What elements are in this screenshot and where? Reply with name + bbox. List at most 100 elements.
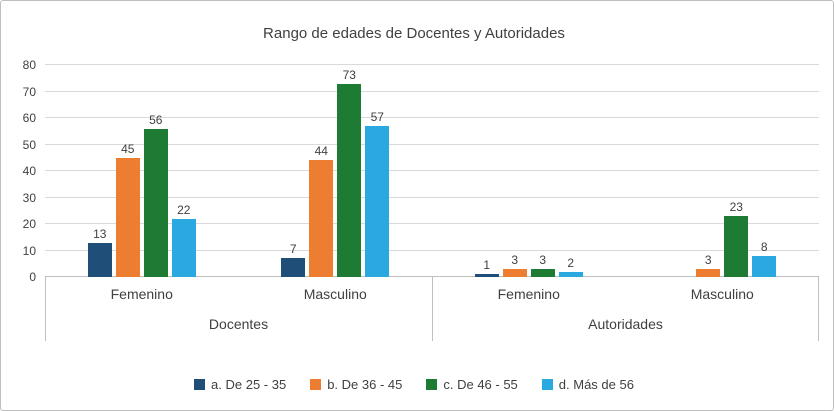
bar-slot: 44 bbox=[309, 65, 334, 277]
bar-value-label: 3 bbox=[539, 253, 547, 268]
bar-slot: 23 bbox=[724, 65, 749, 277]
bar bbox=[502, 269, 527, 277]
chart-body: 0 10 20 30 40 50 60 70 80 13 45 56 22 7 44 73 57 1 3 3 2 3 23… bbox=[9, 58, 819, 284]
bar-slot: 8 bbox=[752, 65, 777, 277]
bar bbox=[309, 160, 334, 277]
bar bbox=[558, 271, 583, 277]
y-tick-label: 80 bbox=[22, 58, 36, 72]
bar-slot: 3 bbox=[696, 65, 721, 277]
y-axis: 0 10 20 30 40 50 60 70 80 bbox=[9, 58, 45, 284]
legend-item: d. Más de 56 bbox=[541, 377, 634, 392]
bar-slot: 73 bbox=[337, 65, 362, 277]
y-tick-label: 50 bbox=[22, 137, 36, 152]
bar bbox=[752, 255, 777, 277]
group-label: Docentes bbox=[208, 316, 269, 332]
category-axis: Femenino Masculino Femenino Masculino Docen… bbox=[45, 277, 819, 343]
category-row-subgroups: Femenino Masculino Femenino Masculino bbox=[45, 277, 819, 309]
category-label: Femenino bbox=[110, 286, 173, 302]
legend-label: b. De 36 - 45 bbox=[327, 377, 403, 392]
bar-value-label: 45 bbox=[121, 141, 135, 156]
bar-group: 7 44 73 57 bbox=[239, 65, 433, 277]
gridline bbox=[45, 90, 819, 92]
bar-slot: 3 bbox=[530, 65, 555, 277]
bar-groups: 13 45 56 22 7 44 73 57 1 3 3 2 3 23 8 bbox=[45, 65, 819, 277]
bar-slot: 22 bbox=[171, 65, 196, 277]
gridline bbox=[45, 143, 819, 145]
bar-group: 1 3 3 2 bbox=[432, 65, 626, 277]
bar bbox=[724, 216, 749, 277]
category-row-groups: Docentes Autoridades bbox=[45, 309, 819, 343]
category-separator bbox=[432, 277, 433, 341]
bar-value-label: 44 bbox=[314, 144, 328, 159]
bar-group: 3 23 8 bbox=[626, 65, 820, 277]
y-tick-label: 20 bbox=[22, 217, 36, 231]
bar-group: 13 45 56 22 bbox=[45, 65, 239, 277]
bar-slot: 7 bbox=[281, 65, 306, 277]
category-label: Masculino bbox=[303, 286, 367, 302]
gridline bbox=[45, 223, 819, 224]
category-separator bbox=[45, 277, 46, 341]
plot-area: 13 45 56 22 7 44 73 57 1 3 3 2 3 23 8 bbox=[45, 64, 819, 277]
category-separator bbox=[818, 277, 819, 341]
legend: a. De 25 - 35 b. De 36 - 45 c. De 46 - 55 d… bbox=[9, 377, 819, 404]
bar bbox=[115, 157, 140, 277]
gridline bbox=[45, 170, 819, 171]
y-tick-label: 10 bbox=[22, 243, 36, 258]
group-label: Autoridades bbox=[588, 316, 663, 332]
x-axis-line bbox=[45, 276, 819, 277]
bar-value-label: 3 bbox=[704, 253, 712, 268]
bar-value-label: 22 bbox=[177, 202, 191, 217]
bar-value-label: 1 bbox=[483, 258, 491, 273]
bar-value-label: 7 bbox=[289, 242, 297, 257]
gridline bbox=[45, 117, 819, 118]
y-tick-label: 0 bbox=[29, 270, 36, 284]
bar bbox=[143, 128, 168, 277]
bar-slot: 1 bbox=[474, 65, 499, 277]
bar bbox=[281, 258, 306, 277]
y-tick-label: 30 bbox=[22, 190, 36, 205]
legend-item: b. De 36 - 45 bbox=[310, 377, 402, 392]
legend-swatch bbox=[194, 379, 206, 390]
gridline bbox=[45, 64, 819, 65]
bar bbox=[171, 218, 196, 277]
bar-slot: 3 bbox=[502, 65, 527, 277]
bar bbox=[474, 274, 499, 277]
legend-swatch bbox=[310, 379, 322, 390]
bar-slot: 56 bbox=[143, 65, 168, 277]
legend-label: c. De 46 - 55 bbox=[443, 377, 518, 392]
chart-title: Rango de edades de Docentes y Autoridade… bbox=[263, 25, 565, 42]
bar-value-label: 56 bbox=[149, 112, 163, 127]
y-tick-label: 60 bbox=[22, 111, 36, 125]
bar-slot: 57 bbox=[365, 65, 390, 277]
bar-slot: 13 bbox=[87, 65, 112, 277]
category-label: Femenino bbox=[497, 286, 560, 302]
legend-item: a. De 25 - 35 bbox=[194, 377, 286, 392]
bar-value-label: 73 bbox=[342, 67, 356, 82]
bar-value-label: 3 bbox=[511, 253, 519, 268]
y-tick-label: 40 bbox=[22, 164, 36, 178]
bar-value-label: 13 bbox=[93, 226, 107, 241]
bar-slot bbox=[668, 65, 692, 277]
gridline bbox=[45, 249, 819, 251]
gridlines bbox=[45, 64, 819, 277]
y-tick-label: 70 bbox=[22, 84, 36, 99]
legend-swatch bbox=[426, 379, 438, 390]
bar-value-label: 8 bbox=[760, 239, 768, 254]
legend-label: a. De 25 - 35 bbox=[211, 377, 287, 392]
legend-item: c. De 46 - 55 bbox=[426, 377, 518, 392]
bar-value-label: 57 bbox=[370, 109, 384, 124]
bar bbox=[337, 83, 362, 277]
category-label: Masculino bbox=[690, 286, 754, 302]
legend-label: d. Más de 56 bbox=[558, 377, 634, 392]
bar-slot: 2 bbox=[558, 65, 583, 277]
bar-value-label: 23 bbox=[729, 200, 743, 215]
bar bbox=[365, 125, 390, 277]
bar-value-label: 2 bbox=[567, 255, 575, 270]
bar bbox=[696, 269, 721, 277]
legend-swatch bbox=[541, 379, 553, 390]
bar bbox=[530, 269, 555, 277]
gridline bbox=[45, 196, 819, 198]
bar bbox=[87, 242, 112, 277]
bar-slot: 45 bbox=[115, 65, 140, 277]
